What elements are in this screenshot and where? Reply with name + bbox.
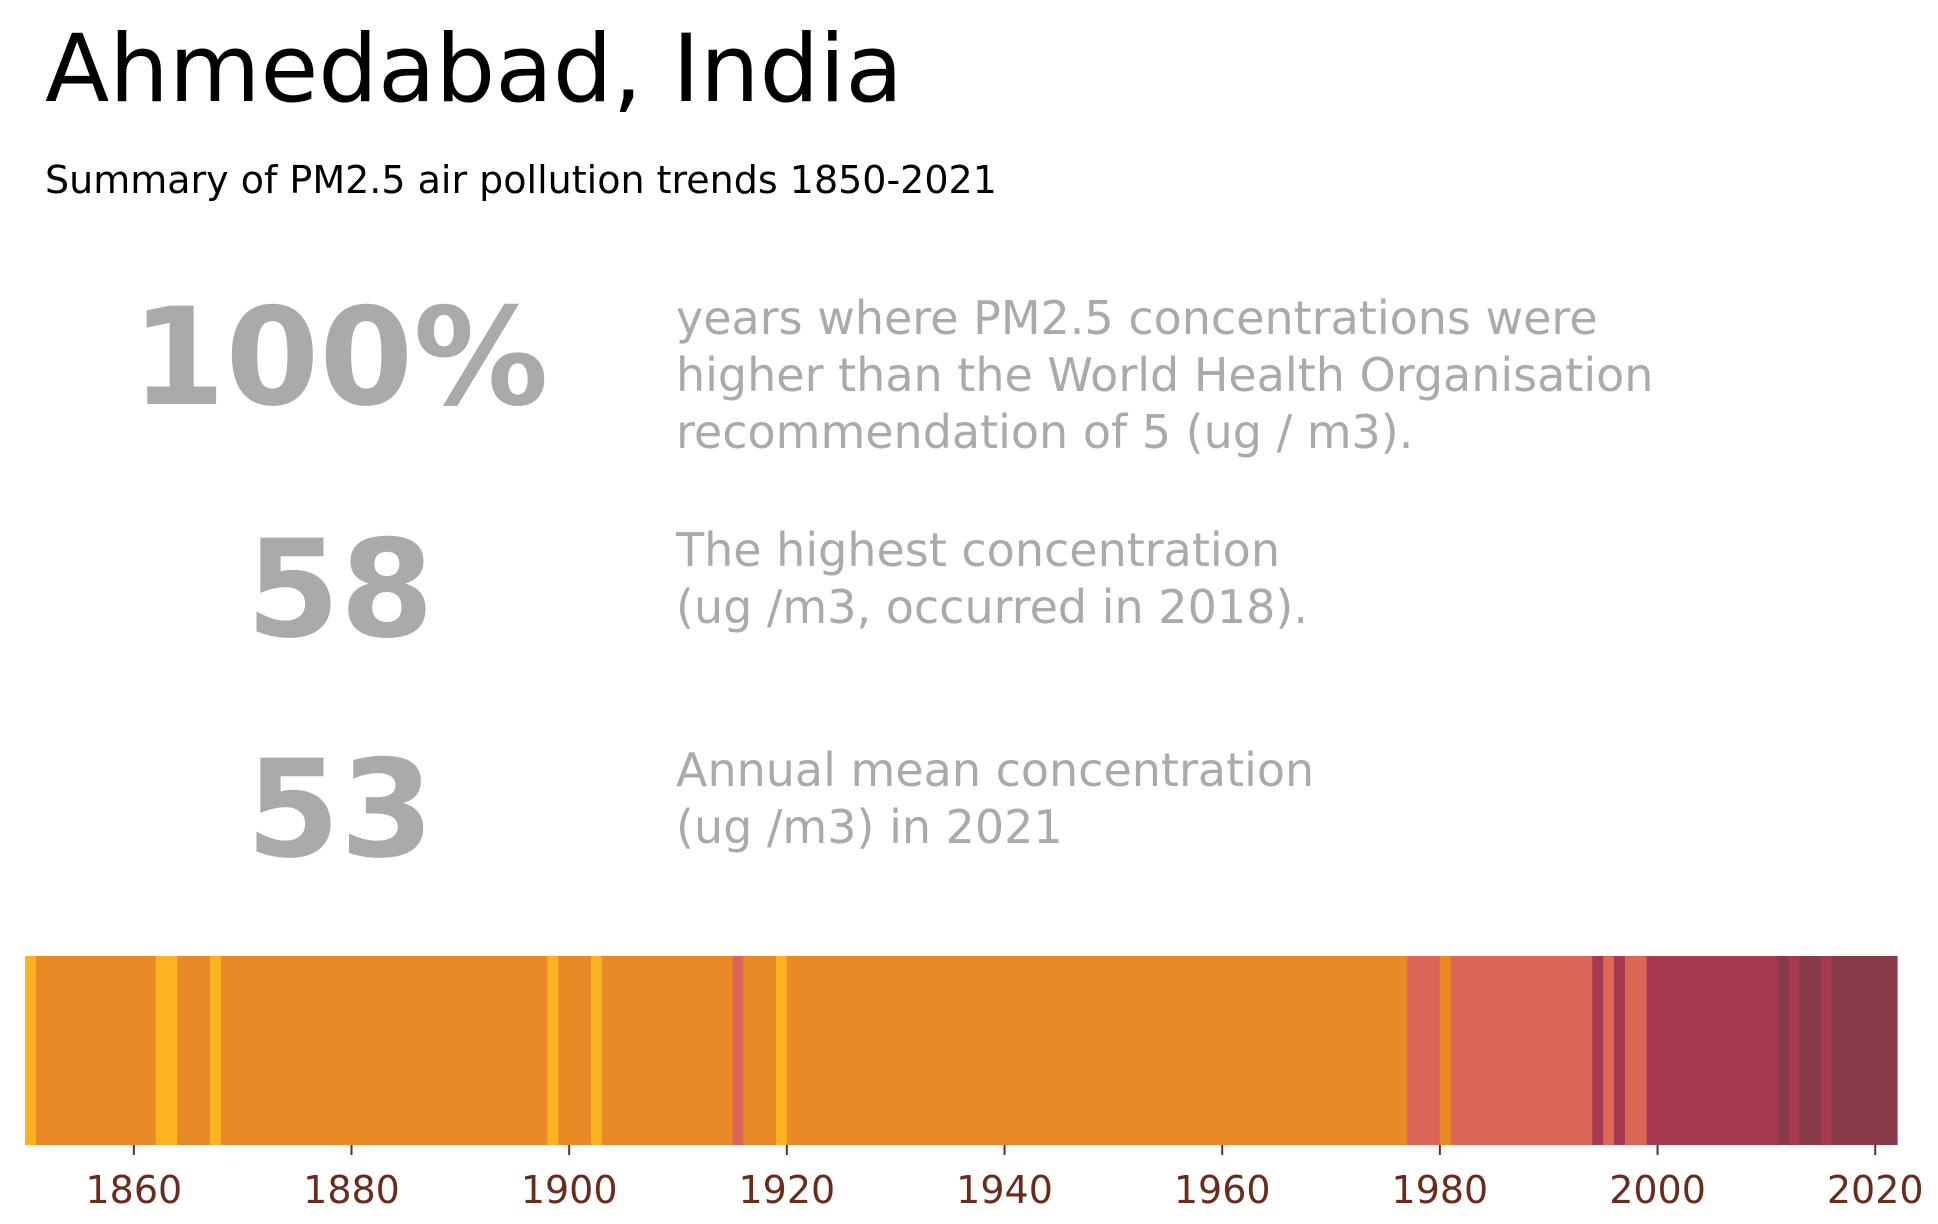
stripe-band: [1788, 956, 1800, 1145]
stripe-band: [732, 956, 744, 1145]
stat-highest-concentration-value: 58: [246, 511, 434, 668]
stripe-band: [743, 956, 777, 1145]
page-subtitle: Summary of PM2.5 air pollution trends 18…: [45, 158, 997, 202]
stripe-band: [25, 956, 37, 1145]
stat-highest-concentration-description: The highest concentration (ug /m3, occur…: [676, 522, 1308, 636]
stat-description-line: recommendation of 5 (ug / m3).: [676, 405, 1414, 459]
stripe-band: [1407, 956, 1441, 1145]
stripe-band: [558, 956, 592, 1145]
stat-description-line: (ug /m3, occurred in 2018).: [676, 580, 1308, 634]
x-tick-label: 1920: [739, 1168, 836, 1212]
stat-years-above-who-value: 100%: [131, 279, 549, 436]
stripe-band: [220, 956, 549, 1145]
stat-description-line: The highest concentration: [676, 523, 1280, 577]
x-tick-label: 1960: [1174, 1168, 1271, 1212]
stat-description-line: higher than the World Health Organisatio…: [676, 348, 1654, 402]
stripe-band: [35, 956, 157, 1145]
stripe-band: [601, 956, 734, 1145]
stripe-band: [590, 956, 603, 1145]
stripe-band: [775, 956, 788, 1145]
stat-annual-mean-description: Annual mean concentration (ug /m3) in 20…: [676, 742, 1314, 856]
stripe-band: [1439, 956, 1452, 1145]
stat-description-line: Annual mean concentration: [676, 743, 1315, 797]
stripe-band: [547, 956, 559, 1145]
x-tick-label: 1980: [1392, 1168, 1489, 1212]
stripe-band: [1624, 956, 1648, 1145]
x-tick-label: 2000: [1609, 1168, 1706, 1212]
x-tick-label: 2020: [1827, 1168, 1924, 1212]
stripe-band: [1646, 956, 1778, 1145]
stripe-band: [1614, 956, 1626, 1145]
stripe-band: [1450, 956, 1593, 1145]
stripe-band: [155, 956, 178, 1145]
stripe-band: [1820, 956, 1833, 1145]
stat-description-line: (ug /m3) in 2021: [676, 800, 1063, 854]
stripe-band: [177, 956, 211, 1145]
page-title: Ahmedabad, India: [45, 15, 903, 124]
stripe-band: [1777, 956, 1789, 1145]
stat-annual-mean-value: 53: [246, 731, 434, 888]
stripe-band: [786, 956, 1408, 1145]
stripe-band: [1831, 956, 1898, 1145]
stripe-band: [1799, 956, 1822, 1145]
x-tick-label: 1880: [303, 1168, 400, 1212]
stripe-band: [210, 956, 222, 1145]
stat-years-above-who-description: years where PM2.5 concentrations were hi…: [676, 290, 1653, 461]
x-tick-label: 1900: [521, 1168, 618, 1212]
stripe-band: [1603, 956, 1615, 1145]
stat-description-line: years where PM2.5 concentrations were: [676, 291, 1598, 345]
x-tick-label: 1940: [956, 1168, 1053, 1212]
x-tick-label: 1860: [85, 1168, 182, 1212]
stripe-band: [1592, 956, 1604, 1145]
